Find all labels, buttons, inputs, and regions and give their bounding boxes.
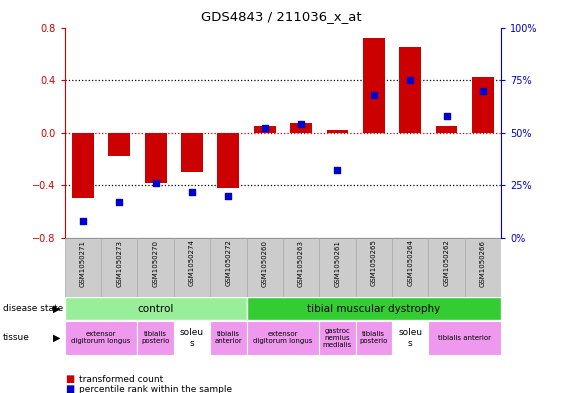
FancyBboxPatch shape	[247, 238, 283, 297]
FancyBboxPatch shape	[210, 321, 247, 355]
Point	[333, 167, 342, 174]
Point	[406, 77, 415, 83]
Text: control: control	[137, 303, 174, 314]
FancyBboxPatch shape	[65, 321, 137, 355]
FancyBboxPatch shape	[283, 238, 319, 297]
Point	[151, 180, 160, 186]
Text: extensor
digitorum longus: extensor digitorum longus	[253, 331, 312, 345]
Text: GSM1050261: GSM1050261	[334, 239, 341, 286]
Text: GDS4843 / 211036_x_at: GDS4843 / 211036_x_at	[201, 10, 362, 23]
Point	[78, 218, 87, 224]
Bar	[72, 132, 94, 198]
Text: ■: ■	[65, 384, 74, 393]
FancyBboxPatch shape	[464, 238, 501, 297]
Text: extensor
digitorum longus: extensor digitorum longus	[72, 331, 131, 345]
FancyBboxPatch shape	[247, 297, 501, 320]
Bar	[254, 126, 276, 132]
Bar	[181, 132, 203, 172]
Bar	[217, 132, 239, 188]
Text: GSM1050266: GSM1050266	[480, 239, 486, 286]
Text: ▶: ▶	[52, 333, 60, 343]
FancyBboxPatch shape	[428, 321, 501, 355]
FancyBboxPatch shape	[356, 321, 392, 355]
Text: ▶: ▶	[52, 303, 60, 314]
Text: GSM1050274: GSM1050274	[189, 239, 195, 286]
Text: GSM1050262: GSM1050262	[444, 239, 449, 286]
Bar	[145, 132, 167, 183]
FancyBboxPatch shape	[392, 321, 428, 355]
Text: ■: ■	[65, 374, 74, 384]
Text: tibialis anterior: tibialis anterior	[438, 335, 491, 341]
Point	[260, 125, 269, 132]
Point	[115, 199, 124, 205]
Text: transformed count: transformed count	[79, 375, 163, 384]
Bar	[399, 47, 421, 132]
Text: GSM1050273: GSM1050273	[117, 239, 122, 286]
Bar	[108, 132, 130, 156]
Text: disease state: disease state	[3, 304, 63, 313]
Bar	[436, 126, 457, 132]
FancyBboxPatch shape	[428, 238, 464, 297]
Text: gastroc
nemius
medialis: gastroc nemius medialis	[323, 328, 352, 348]
Bar	[363, 38, 385, 132]
Point	[442, 113, 451, 119]
Text: soleu
s: soleu s	[398, 328, 422, 348]
FancyBboxPatch shape	[65, 297, 247, 320]
FancyBboxPatch shape	[392, 238, 428, 297]
FancyBboxPatch shape	[319, 321, 356, 355]
Bar	[290, 123, 312, 132]
FancyBboxPatch shape	[65, 238, 101, 297]
Text: tissue: tissue	[3, 334, 30, 342]
FancyBboxPatch shape	[174, 321, 210, 355]
Point	[369, 92, 378, 98]
Text: GSM1050265: GSM1050265	[371, 239, 377, 286]
FancyBboxPatch shape	[319, 238, 356, 297]
Point	[187, 188, 196, 195]
FancyBboxPatch shape	[137, 321, 174, 355]
FancyBboxPatch shape	[210, 238, 247, 297]
Text: tibialis
anterior: tibialis anterior	[215, 331, 242, 345]
Point	[297, 121, 306, 127]
Text: GSM1050263: GSM1050263	[298, 239, 304, 286]
FancyBboxPatch shape	[137, 238, 174, 297]
FancyBboxPatch shape	[174, 238, 210, 297]
Bar	[472, 77, 494, 132]
Text: tibialis
posterio: tibialis posterio	[360, 331, 388, 345]
FancyBboxPatch shape	[247, 321, 319, 355]
Point	[479, 87, 488, 94]
Text: percentile rank within the sample: percentile rank within the sample	[79, 385, 232, 393]
Text: GSM1050271: GSM1050271	[80, 239, 86, 286]
FancyBboxPatch shape	[101, 238, 137, 297]
Text: GSM1050272: GSM1050272	[225, 239, 231, 286]
Bar	[327, 130, 348, 132]
FancyBboxPatch shape	[356, 238, 392, 297]
Point	[224, 193, 233, 199]
Text: tibial muscular dystrophy: tibial muscular dystrophy	[307, 303, 440, 314]
Text: soleu
s: soleu s	[180, 328, 204, 348]
Text: GSM1050260: GSM1050260	[262, 239, 268, 286]
Text: GSM1050264: GSM1050264	[407, 239, 413, 286]
Text: GSM1050270: GSM1050270	[153, 239, 159, 286]
Text: tibialis
posterio: tibialis posterio	[141, 331, 170, 345]
